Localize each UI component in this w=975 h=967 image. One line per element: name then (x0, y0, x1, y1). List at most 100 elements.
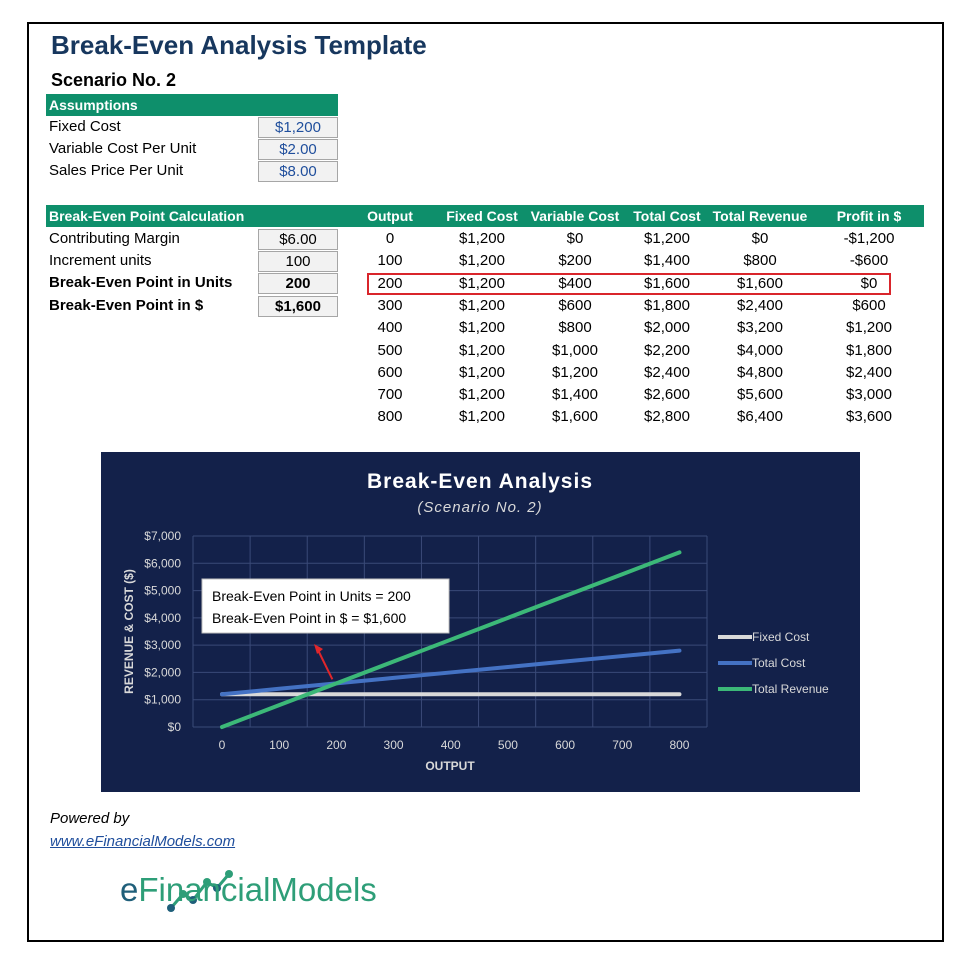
table-cell: $1,200 (459, 230, 505, 247)
table-cell: $6,400 (737, 408, 783, 426)
x-tick-label: 800 (669, 738, 689, 752)
table-cell: $0 (751, 230, 769, 247)
y-tick-label: $0 (168, 720, 182, 734)
page-frame (27, 22, 944, 942)
table-cell: $2,000 (644, 319, 690, 337)
table-cell: $1,200 (459, 252, 505, 270)
table-cell: $0 (566, 230, 584, 247)
table-cell: $1,400 (644, 252, 690, 270)
table-column-header: Profit in $ (836, 208, 902, 224)
table-column-header: Variable Cost (530, 208, 620, 224)
table-cell: $2,600 (644, 386, 690, 404)
table-cell: $2,800 (644, 408, 690, 426)
table-cell: $400 (558, 274, 592, 292)
table-cell: $1,200 (459, 319, 505, 337)
page-title: Break-Even Analysis Template (51, 30, 427, 60)
x-tick-label: 0 (219, 738, 226, 752)
table-column-header: Output (367, 208, 413, 224)
table-cell: $1,200 (459, 341, 505, 359)
table-cell: $1,200 (644, 230, 690, 247)
legend-label: Fixed Cost (752, 630, 810, 644)
table-cell: 400 (377, 319, 403, 337)
table-cell: $1,200 (459, 296, 505, 314)
y-tick-label: $1,000 (144, 693, 181, 707)
annotation-box (201, 578, 450, 634)
table-cell: $3,200 (737, 319, 783, 337)
contributing-margin-value: $6.00 (258, 229, 338, 250)
table-cell: $600 (852, 296, 886, 314)
x-tick-label: 200 (326, 738, 346, 752)
table-cell: $1,200 (846, 319, 892, 337)
table-cell: 500 (377, 341, 403, 359)
increment-units-value: 100 (258, 251, 338, 272)
y-tick-label: $6,000 (144, 556, 181, 570)
table-cell: $1,200 (459, 408, 505, 426)
table-cell: $1,000 (552, 341, 598, 359)
table-cell: 700 (377, 386, 403, 404)
table-cell: $5,600 (737, 386, 783, 404)
table-cell: $1,600 (552, 408, 598, 426)
x-tick-label: 300 (384, 738, 404, 752)
break-even-chart: Break-Even Analysis (Scenario No. 2) $0 $1,… (122, 470, 829, 773)
chart-panel: Break-Even Analysis (Scenario No. 2) $0 $1,… (101, 452, 860, 792)
table-cell: $2,400 (846, 363, 892, 381)
logo-wordmark: eFinancialModels (120, 871, 377, 909)
table-cell: $2,400 (737, 296, 783, 314)
sales-price-input[interactable]: $8.00 (258, 161, 338, 182)
y-tick-label: $4,000 (144, 611, 181, 625)
table-cell: $4,800 (737, 363, 783, 381)
table-cell: 100 (377, 252, 403, 270)
fixed-cost-input[interactable]: $1,200 (258, 117, 338, 138)
assumption-label: Variable Cost Per Unit (49, 140, 197, 157)
table-cell: -$1,200 (843, 230, 895, 247)
table-column-header: Fixed Cost (446, 208, 518, 224)
series-line-total-revenue (220, 550, 682, 729)
table-cell: $2,400 (644, 363, 690, 381)
calc-label: Contributing Margin (49, 230, 180, 247)
chart-subtitle: (Scenario No. 2) (417, 499, 542, 516)
break-even-units-value: 200 (258, 273, 338, 294)
table-cell: $0 (860, 274, 878, 292)
x-tick-label: 600 (555, 738, 575, 752)
assumption-label: Sales Price Per Unit (49, 162, 184, 179)
table-cell: -$600 (849, 252, 889, 270)
website-link[interactable]: www.eFinancialModels.com (50, 833, 236, 850)
annotation-arrowhead (314, 644, 323, 654)
table-cell: $200 (558, 252, 592, 270)
logo-e: e (120, 871, 139, 908)
x-tick-label: 100 (269, 738, 289, 752)
table-cell: $2,200 (644, 341, 690, 359)
variable-cost-input[interactable]: $2.00 (258, 139, 338, 160)
table-cell: $1,600 (737, 274, 783, 292)
table-cell: $1,800 (644, 296, 690, 314)
calc-label: Break-Even Point in $ (49, 297, 204, 314)
assumption-label: Fixed Cost (49, 118, 121, 135)
table-cell: 800 (377, 408, 403, 426)
table-cell: $1,200 (459, 274, 505, 292)
assumptions-header: Assumptions (46, 94, 338, 116)
table-cell: $3,600 (846, 408, 892, 426)
table-cell: $1,200 (552, 363, 598, 381)
x-axis-label: OUTPUT (425, 759, 475, 773)
x-tick-label: 700 (612, 738, 632, 752)
calc-label: Break-Even Point in Units (49, 274, 233, 291)
table-cell: $1,400 (552, 386, 598, 404)
x-tick-label: 400 (441, 738, 461, 752)
table-column-header: Total Revenue (712, 208, 808, 224)
y-tick-label: $3,000 (144, 638, 181, 652)
annotation-arrow (316, 647, 334, 680)
table-cell: $1,200 (459, 386, 505, 404)
table-cell: $600 (558, 296, 592, 314)
table-cell: 300 (377, 296, 403, 314)
powered-by-label: Powered by (50, 810, 130, 827)
table-cell: 600 (377, 363, 403, 381)
table-cell: $4,000 (737, 341, 783, 359)
table-column-header: Total Cost (633, 208, 701, 224)
table-cell: $1,800 (846, 341, 892, 359)
scenario-label: Scenario No. 2 (51, 70, 177, 90)
calc-label: Increment units (49, 252, 152, 269)
table-cell: $1,600 (644, 274, 690, 292)
logo-rest: FinancialModels (138, 871, 377, 908)
table-cell: 200 (377, 274, 403, 292)
table-cell: $1,200 (459, 363, 505, 381)
